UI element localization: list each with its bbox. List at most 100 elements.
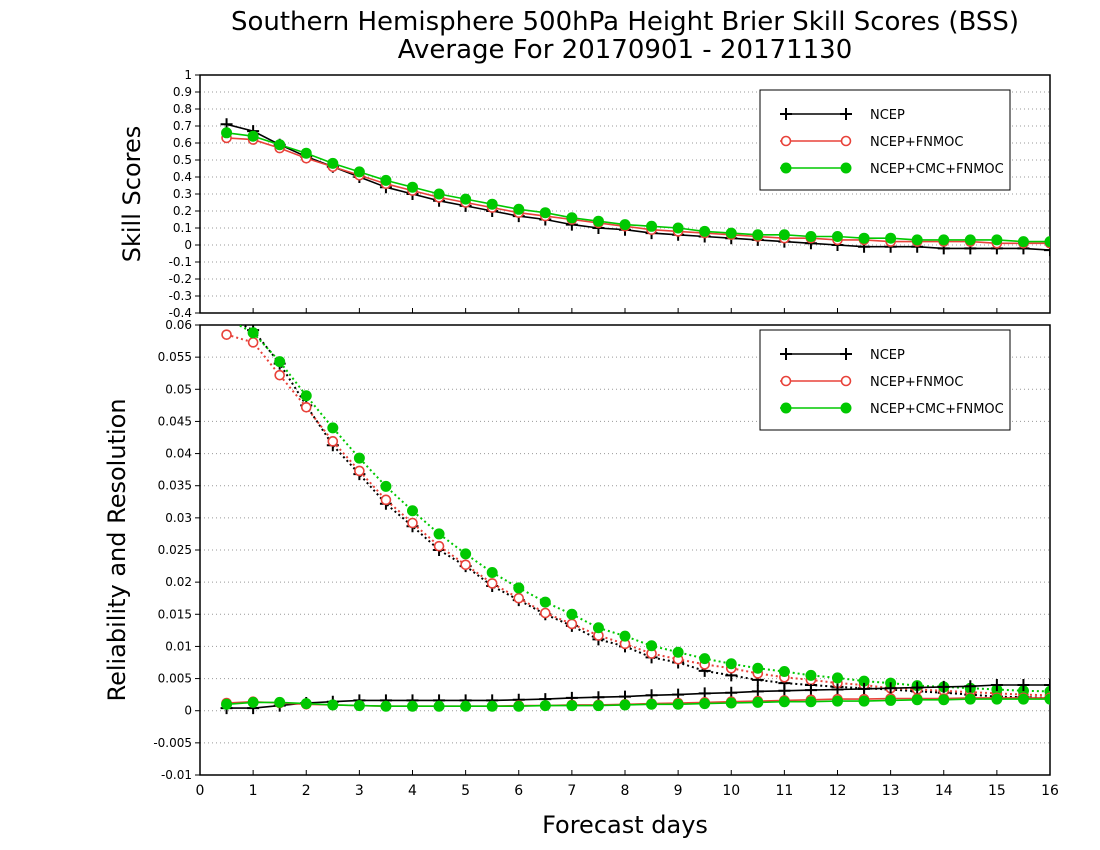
x-tick-label: 1 — [249, 783, 258, 799]
data-point — [964, 680, 977, 693]
data-point — [804, 684, 817, 697]
data-point — [486, 198, 498, 210]
data-point — [699, 225, 711, 237]
data-point — [858, 682, 871, 695]
data-point — [380, 480, 392, 492]
data-point — [486, 700, 498, 712]
data-point — [566, 700, 578, 712]
data-point — [991, 234, 1003, 246]
data-point — [433, 540, 445, 552]
legend-label: NCEP+CMC+FNMOC — [870, 402, 1004, 417]
data-point — [274, 139, 286, 151]
y-tick-label: 0.03 — [165, 511, 192, 525]
data-point — [725, 658, 737, 670]
legend-label: NCEP — [870, 108, 905, 123]
y-tick-label: 0.005 — [158, 672, 192, 686]
y-tick-label: -0.4 — [169, 306, 192, 320]
x-tick-label: 8 — [621, 783, 630, 799]
data-point — [858, 695, 870, 707]
y-tick-label: 0.5 — [173, 153, 192, 167]
y-tick-label: 0.01 — [165, 639, 192, 653]
data-point — [725, 227, 737, 239]
legend-marker — [840, 108, 852, 120]
x-tick-label: 4 — [408, 783, 417, 799]
data-point — [407, 517, 418, 529]
x-tick-label: 14 — [935, 783, 953, 799]
y-tick-label: 0.06 — [165, 318, 192, 332]
data-point — [247, 130, 259, 142]
data-point — [911, 681, 924, 694]
legend: NCEP NCEP+FNMOC NCEP+CMC+FNMOC — [759, 89, 1011, 191]
x-tick-label: 6 — [514, 783, 523, 799]
y-axis-label: Skill Scores — [118, 126, 146, 263]
y-tick-label: 0.1 — [173, 221, 192, 235]
data-point — [539, 207, 551, 219]
data-point — [1044, 244, 1050, 257]
data-point — [1017, 693, 1029, 705]
x-tick-label: 10 — [722, 783, 740, 799]
y-tick-label: 0.05 — [165, 382, 192, 396]
data-point — [805, 669, 817, 681]
data-point — [937, 680, 950, 693]
data-point — [274, 696, 286, 708]
data-point — [354, 465, 365, 477]
data-point — [353, 166, 365, 178]
data-point — [460, 193, 472, 205]
x-tick-label: 13 — [882, 783, 900, 799]
x-tick-label: 12 — [829, 783, 847, 799]
y-tick-label: -0.1 — [169, 255, 192, 269]
data-point — [832, 231, 843, 242]
y-tick-label: 0.035 — [158, 479, 192, 493]
data-point — [566, 212, 578, 224]
data-point — [805, 696, 817, 708]
data-point — [486, 567, 498, 578]
legend-box — [759, 89, 1011, 191]
data-point — [725, 697, 737, 709]
chart-title-line1: Southern Hemisphere 500hPa Height Brier … — [231, 7, 1019, 37]
data-point — [885, 232, 897, 244]
y-tick-label: 0 — [184, 704, 192, 718]
data-point — [433, 700, 445, 712]
legend-marker — [780, 375, 792, 387]
y-tick-label: 0.4 — [173, 170, 192, 184]
data-point — [1044, 236, 1050, 248]
data-point — [884, 682, 897, 695]
series-line-ncep-resolution — [240, 325, 1050, 699]
y-tick-label: 0.025 — [158, 543, 192, 557]
data-point — [592, 622, 604, 634]
legend-marker — [840, 162, 852, 174]
x-tick-label: 16 — [1041, 783, 1059, 799]
data-point — [513, 700, 525, 712]
data-point — [513, 582, 525, 594]
plot-frame — [199, 74, 1051, 314]
legend-label: NCEP+FNMOC — [870, 375, 963, 390]
y-tick-label: 0.02 — [165, 575, 192, 589]
data-point — [699, 698, 711, 710]
data-point — [1017, 236, 1029, 248]
data-point — [832, 672, 843, 684]
data-point — [592, 700, 604, 712]
data-point — [380, 174, 392, 186]
data-point — [539, 596, 551, 608]
data-point — [327, 422, 339, 434]
y-tick-label: 0.055 — [158, 350, 192, 364]
series-layer — [220, 118, 1050, 257]
chart-title-line2: Average For 20170901 - 20171130 — [398, 35, 853, 65]
data-point — [433, 188, 445, 200]
y-tick-label: -0.2 — [169, 272, 192, 286]
data-point — [858, 232, 870, 244]
y-tick-label: 0.3 — [173, 187, 192, 201]
data-point — [991, 693, 1003, 705]
y-tick-label: 0.8 — [173, 102, 192, 116]
data-point — [353, 700, 365, 712]
plot-frame — [199, 324, 1051, 776]
legend-marker — [780, 348, 792, 360]
data-point — [221, 127, 233, 139]
data-point — [460, 700, 472, 712]
data-point — [752, 229, 764, 241]
y-tick-label: 0.04 — [165, 447, 192, 461]
series-layer — [220, 325, 1050, 715]
x-tick-label: 0 — [196, 783, 205, 799]
data-point — [619, 699, 631, 711]
data-point — [938, 694, 950, 706]
